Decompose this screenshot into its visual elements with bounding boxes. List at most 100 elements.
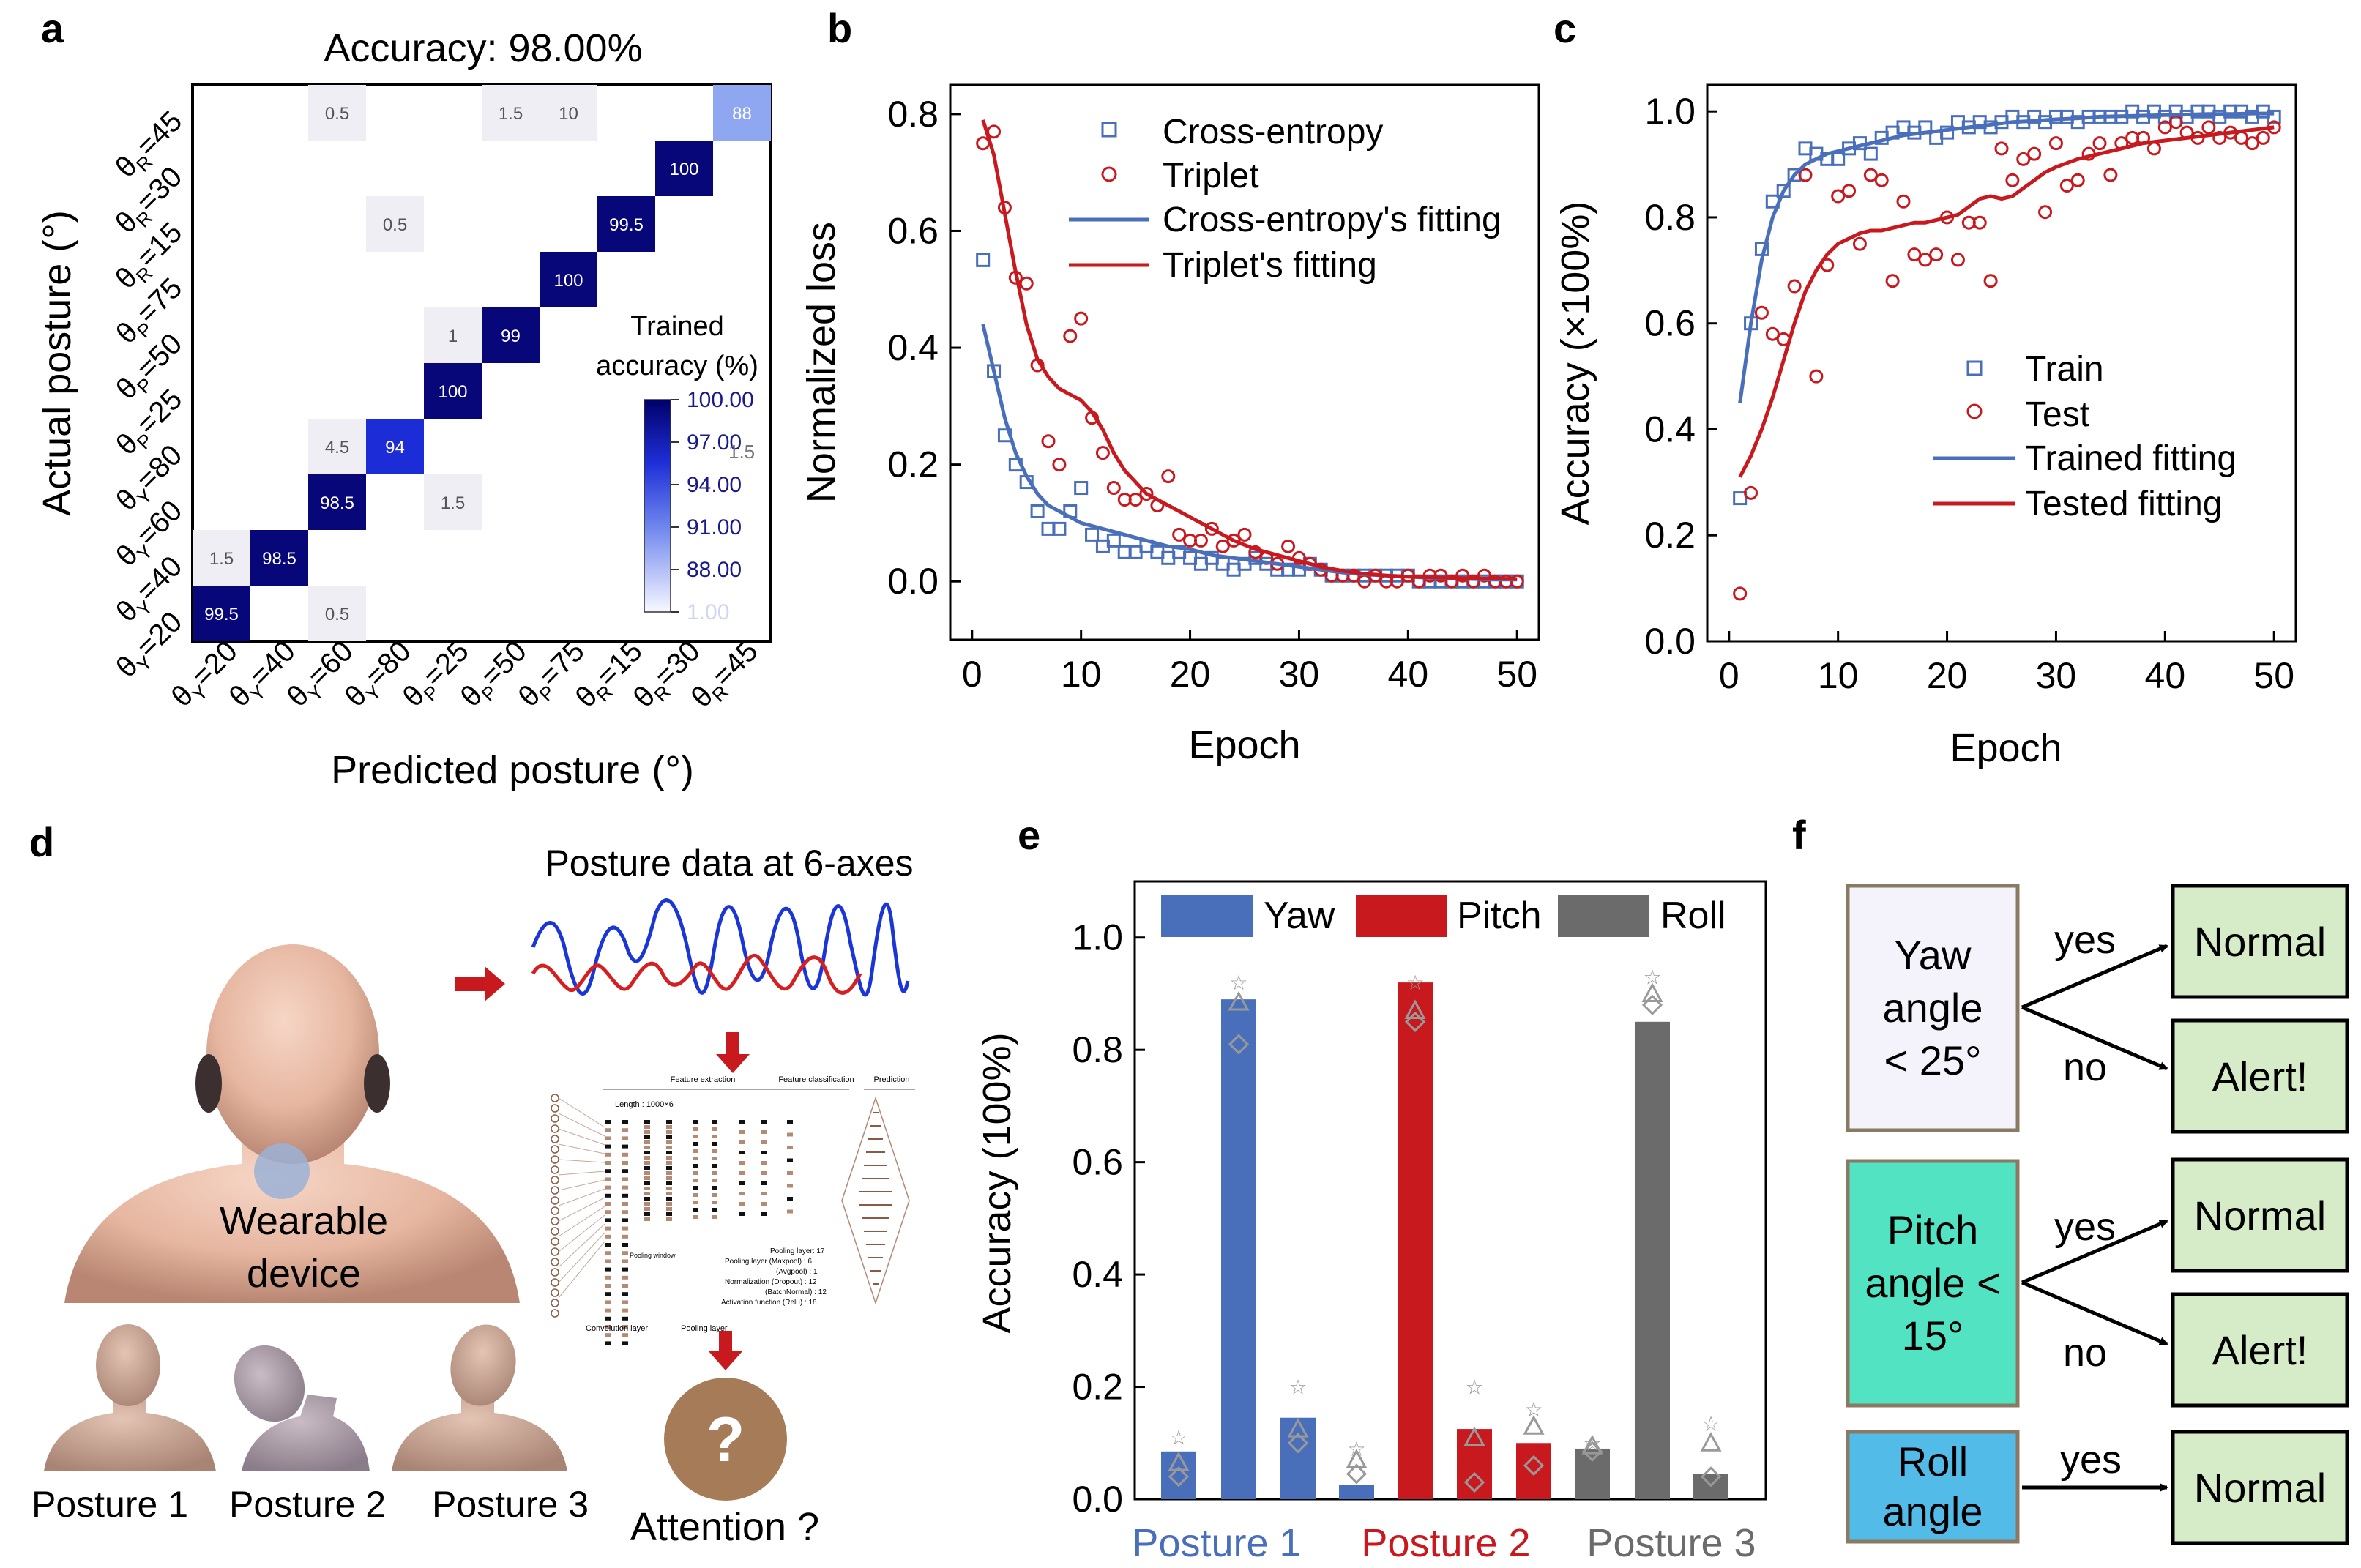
cnn-feature-cell <box>605 1177 611 1181</box>
data-point <box>2027 146 2042 161</box>
cnn-feature-cell <box>622 1316 628 1321</box>
data-point <box>1733 491 1748 506</box>
legend-label: Cross-entropy <box>1163 113 1383 152</box>
data-point <box>2048 136 2063 151</box>
cnn-feature-cell <box>622 1259 628 1263</box>
data-point <box>1063 329 1078 343</box>
colorbar-title-line1: Trained <box>630 311 723 342</box>
branch-no: no <box>2063 1331 2107 1375</box>
data-point <box>1095 446 1110 460</box>
colorbar-tick-label: 97.00 <box>687 430 742 455</box>
data-point <box>1477 568 1492 583</box>
cnn-feature-cell <box>666 1156 672 1160</box>
cnn-feature-cell <box>693 1201 698 1204</box>
heatmap-cell <box>655 141 713 196</box>
cnn-feature-cell <box>644 1140 650 1144</box>
cnn-param-line: (BatchNormal) : 12 <box>765 1288 827 1296</box>
cnn-feature-cell <box>644 1202 650 1206</box>
outcome-text: Alert! <box>2212 1053 2308 1100</box>
data-point <box>976 136 991 151</box>
cnn-connection <box>558 1097 605 1128</box>
data-point <box>1776 184 1791 198</box>
cnn-connection <box>558 1171 605 1176</box>
cnn-feature-cell <box>666 1176 672 1180</box>
x-tick-label: 20 <box>1927 655 1968 696</box>
cnn-feature-cell <box>605 1243 611 1247</box>
cnn-feature-cell <box>739 1130 745 1134</box>
legend-marker-train <box>1966 360 1983 376</box>
cnn-feature-cell <box>644 1151 650 1154</box>
x-axis-label: Predicted posture (°) <box>331 748 694 792</box>
y-tick-label: 0.6 <box>887 210 939 251</box>
cell-value: 100 <box>553 271 583 291</box>
data-point <box>1052 458 1067 472</box>
replicate-marker <box>1168 1466 1190 1487</box>
cnn-node <box>551 1206 559 1215</box>
legend-swatch-pitch <box>1356 895 1447 937</box>
replicate-marker: ☆ <box>1583 1432 1601 1455</box>
cnn-connection <box>558 1241 605 1299</box>
legend-label: Triplet <box>1163 157 1259 195</box>
replicate-marker <box>1346 1463 1368 1485</box>
replicate-marker: ☆ <box>1524 1398 1543 1421</box>
cnn-feature-cell <box>787 1197 793 1201</box>
cnn-feature-cell <box>693 1127 698 1131</box>
cnn-feature-cell <box>622 1275 628 1280</box>
legend-label: Train <box>2025 350 2104 389</box>
cnn-feature-cell <box>787 1120 793 1124</box>
data-point <box>1106 481 1121 496</box>
x-tick-label: 40 <box>1388 654 1429 695</box>
cnn-feature-cell <box>605 1161 611 1165</box>
cnn-connection <box>558 1159 605 1163</box>
accuracy-chart: 0 10 20 30 40 50 0.0 0.2 0.4 0.6 0.8 1.0 Accuracy (… <box>1554 83 2297 770</box>
heatmap-cell <box>308 586 366 641</box>
cnn-feature-cell <box>761 1130 767 1134</box>
cnn-feature-cell <box>622 1251 628 1255</box>
fit-line <box>1738 111 2275 403</box>
branch-yes: yes <box>2054 918 2116 962</box>
cnn-feature-cell <box>605 1292 611 1296</box>
x-tick-label: 40 <box>2145 655 2186 696</box>
data-point <box>2016 152 2031 166</box>
data-point <box>2245 136 2259 151</box>
replicate-marker <box>1287 1417 1309 1438</box>
cnn-feature-cell <box>622 1284 628 1288</box>
data-point <box>2157 120 2172 135</box>
cnn-feature-cell <box>761 1202 767 1206</box>
data-point <box>1754 305 1769 320</box>
chart-title: Accuracy: 98.00% <box>324 26 642 70</box>
cnn-connection <box>558 1206 605 1237</box>
panel-letter-c: c <box>1554 5 1576 51</box>
head-back-illustration <box>64 937 520 1303</box>
cnn-feature-cell <box>622 1234 628 1239</box>
posture-illustration: Wearable device Posture 1 Posture 2 Post… <box>31 843 915 1549</box>
data-point <box>1106 533 1121 548</box>
cnn-feature-cell <box>622 1202 628 1206</box>
cnn-feature-cell <box>622 1226 628 1231</box>
cell-value: 1.5 <box>209 549 234 569</box>
bar <box>1339 1485 1374 1499</box>
cnn-feature-cell <box>666 1120 672 1124</box>
cnn-feature-cell <box>644 1146 650 1149</box>
y-tick-label: 1.0 <box>1072 917 1123 958</box>
colorbar-tick-label: 100.00 <box>687 388 754 412</box>
cell-value: 99 <box>501 326 521 346</box>
data-point <box>1983 274 1998 288</box>
cnn-node <box>551 1237 559 1246</box>
outcome-normal <box>2171 884 2349 999</box>
colorbar-tick-label: 94.00 <box>687 473 742 497</box>
y-tick-label: 0.0 <box>1644 621 1696 662</box>
data-point <box>1455 568 1470 583</box>
outcome-normal <box>2171 1430 2349 1545</box>
y-tick-label: 0.8 <box>1072 1029 1123 1070</box>
cnn-feature-cell <box>712 1164 717 1168</box>
cnn-connection <box>558 1197 605 1222</box>
replicate-marker <box>1228 1034 1250 1055</box>
data-point <box>1918 253 1933 267</box>
data-point <box>1052 521 1067 536</box>
bar <box>1575 1448 1610 1499</box>
cnn-connection <box>558 1214 605 1252</box>
group-label-posture-3: Posture 3 <box>1586 1521 1756 1565</box>
cnn-feature-cell <box>666 1181 672 1185</box>
